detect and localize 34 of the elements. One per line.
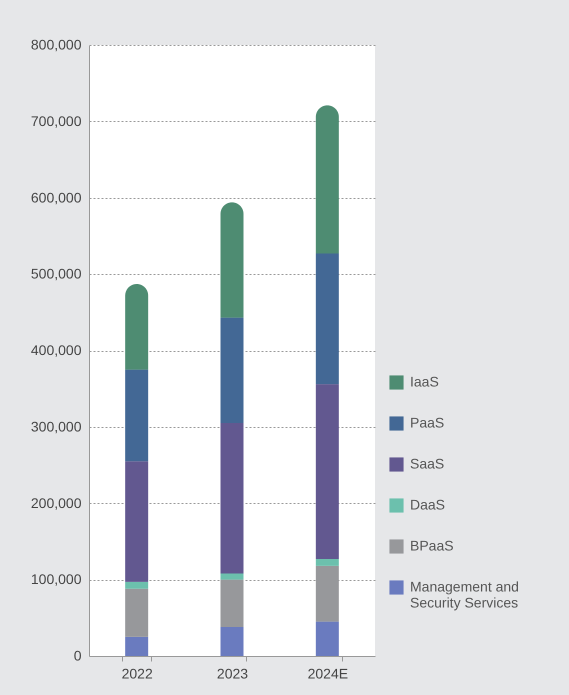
y-tick-label: 700,000	[30, 112, 82, 129]
bar	[125, 636, 148, 656]
legend-label: Management and Security Services	[410, 578, 519, 610]
y-tick-label: 800,000	[30, 36, 82, 52]
bar	[220, 318, 244, 424]
bar	[125, 284, 148, 370]
bar	[220, 423, 244, 574]
y-tick-label: 200,000	[30, 494, 82, 511]
legend-label: BPaaS	[410, 538, 454, 554]
x-tick-label: 2024E	[308, 666, 348, 682]
legend-label: DaaS	[410, 496, 446, 512]
y-tick-label: 0	[74, 648, 82, 664]
bar	[125, 588, 148, 637]
legend-label: IaaS	[410, 374, 439, 390]
bar	[316, 622, 339, 656]
bar	[125, 370, 148, 462]
bar	[125, 582, 148, 589]
y-tick-label: 300,000	[30, 418, 82, 434]
bar	[220, 202, 244, 318]
x-tick-label: 2023	[216, 666, 248, 682]
y-tick-label: 400,000	[30, 342, 82, 358]
bar	[316, 254, 339, 384]
bar	[316, 105, 339, 254]
y-tick-label: 100,000	[30, 571, 82, 588]
legend-label: PaaS	[410, 414, 444, 430]
bar	[316, 384, 339, 560]
bar	[125, 461, 148, 582]
y-tick-label: 600,000	[30, 189, 82, 206]
bar	[220, 574, 244, 580]
bar	[316, 559, 339, 566]
bar	[220, 626, 244, 656]
y-tick-label: 500,000	[30, 266, 82, 282]
x-tick-label: 2022	[122, 666, 153, 682]
legend-label: SaaS	[410, 456, 444, 472]
